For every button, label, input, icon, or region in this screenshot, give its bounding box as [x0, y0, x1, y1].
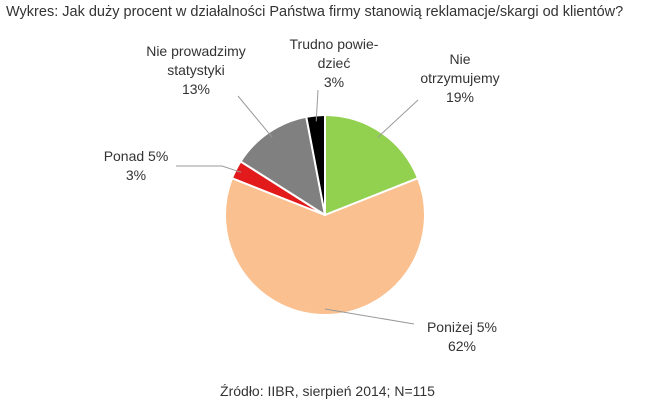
pie-slice-poniżej-5: [224, 177, 426, 316]
pie-slice-nie-otrzymujemy-leader-line: [377, 99, 419, 138]
chart-title: Wykres: Jak duży procent w działalności …: [6, 4, 624, 20]
chart-source: Źródło: IIBR, sierpień 2014; N=115: [220, 383, 435, 399]
pie-slice-ponad-5-leader-line: [176, 165, 242, 173]
pie-slice-poniżej-5-label: Poniżej 5% 62%: [427, 319, 497, 354]
pie-slice-nie-prowadzimy-statystyki-leader-line: [237, 95, 273, 138]
pie-slice-nie-otrzymujemy-label: Nie otrzymujemy 19%: [420, 51, 499, 105]
pie-slice-ponad-5-label: Ponad 5% 3%: [104, 148, 169, 183]
pie-slice-nie-prowadzimy-statystyki: [239, 115, 326, 216]
pie-slice-nie-prowadzimy-statystyki-label: Nie prowadzimy statystyki 13%: [146, 43, 246, 97]
pie-slice-nie-otrzymujemy: [324, 114, 419, 216]
pie-slice-poniżej-5-leader-line: [324, 308, 415, 325]
pie-slice-trudno-powie-dzieć: [305, 114, 326, 216]
pie-slice-trudno-powie-dzieć-label: Trudno powie-dzieć 3%: [290, 36, 379, 90]
pie-slice-trudno-powie-dzieć-leader-line: [315, 89, 319, 122]
